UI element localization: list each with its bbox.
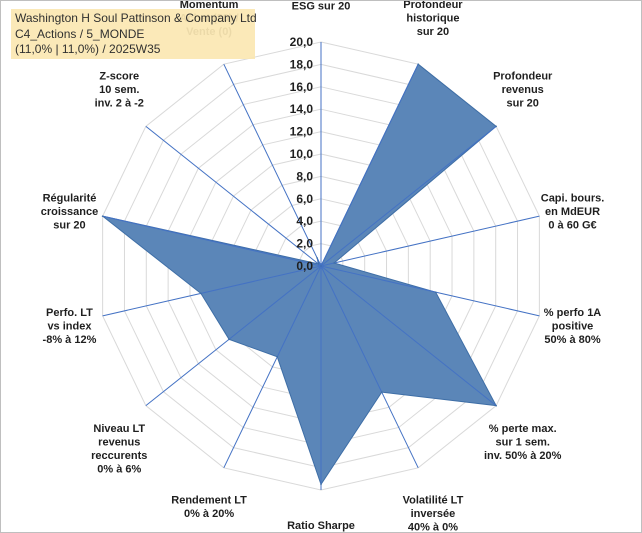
data-point: [495, 125, 497, 128]
axis-label: ESG sur 20: [292, 1, 351, 13]
tick-label: 2,0: [296, 237, 313, 251]
tick-label: 10,0: [290, 147, 314, 161]
axis-label: Régularité: [43, 192, 97, 204]
axis-label: sur 1 sem.: [496, 436, 550, 448]
tick-label: 0,0: [296, 259, 313, 273]
title-line-category: C4_Actions / 5_MONDE: [15, 26, 145, 41]
spoke-line: [223, 265, 322, 469]
data-point: [320, 483, 322, 486]
axis-label: 50% à 80%: [544, 334, 600, 346]
spoke-line: [102, 265, 322, 317]
axis-label: Niveau LT: [93, 423, 145, 435]
data-point: [380, 391, 383, 393]
spoke-line: [320, 265, 497, 407]
axis-label: Momentum: [180, 1, 239, 11]
axis-label: Ratio Sharpe: [287, 520, 355, 532]
axis-label: en MdEUR: [545, 206, 600, 218]
axis-label: reccurents: [91, 450, 147, 462]
data-point: [417, 63, 419, 65]
spoke-line: [320, 265, 540, 317]
axis-label: 10 sem.: [99, 84, 139, 96]
axis-label: vs index: [47, 321, 92, 333]
tick-label: 20,0: [290, 35, 314, 49]
axis-label: croissance: [41, 206, 98, 218]
tick-label: 18,0: [290, 57, 314, 71]
spoke-line: [223, 63, 322, 267]
axis-label: Perfo. LT: [46, 307, 93, 319]
axis-label: % perfo 1A: [544, 307, 602, 319]
data-point: [276, 356, 279, 358]
axis-label: historique: [406, 13, 459, 25]
tick-label: 16,0: [290, 80, 314, 94]
spoke-line: [145, 125, 322, 267]
tick-label: 6,0: [296, 192, 313, 206]
title-line-company: Washington H Soul Pattinson & Company Lt…: [15, 11, 257, 25]
data-point: [333, 262, 335, 264]
axis-label: Capi. bours.: [541, 192, 605, 204]
spoke-line: [320, 63, 419, 267]
axis-label: sur 20: [53, 219, 85, 231]
tick-label: 14,0: [290, 102, 314, 116]
data-point: [495, 404, 497, 407]
axis-label: revenus: [98, 436, 140, 448]
axis-label: 0% à 6%: [97, 463, 141, 475]
data-point: [228, 338, 230, 341]
data-point: [320, 265, 322, 267]
spoke-line: [320, 265, 419, 469]
spoke-line: [320, 215, 540, 267]
axis-label: -8% à 12%: [43, 334, 97, 346]
axis-label: inv. 2 à -2: [95, 98, 144, 110]
axis-label: % perte max.: [489, 423, 557, 435]
axis-label: Rendement LT: [171, 494, 247, 506]
axis-label: Profondeur: [493, 71, 553, 83]
axis-label: Volatilité LT: [403, 494, 464, 506]
axis-label: inv. 50% à 20%: [484, 450, 562, 462]
data-point: [316, 257, 318, 259]
axis-label: 40% à 0%: [408, 521, 458, 532]
data-point: [101, 215, 104, 217]
spoke-line: [145, 265, 322, 407]
title-line-period: (11,0% | 11,0%) / 2025W35: [15, 42, 161, 56]
spoke-line: [320, 125, 497, 267]
tick-label: 4,0: [296, 214, 313, 228]
axis-label: positive: [552, 321, 594, 333]
axis-label: 0% à 20%: [184, 508, 234, 520]
axis-label: 0 à 60 G€: [548, 219, 596, 231]
data-point: [317, 263, 320, 265]
axis-label: sur 20: [417, 26, 449, 38]
axis-label: Z-score: [99, 71, 139, 83]
axis-label: Profondeur: [403, 1, 463, 11]
axis-label: sur 20: [507, 98, 539, 110]
spoke-line: [102, 215, 322, 267]
tick-label: 8,0: [296, 169, 313, 183]
axis-label: revenus: [502, 84, 544, 96]
chart-title-box: Washington H Soul Pattinson & Company Lt…: [11, 9, 257, 59]
data-point: [434, 291, 437, 293]
axis-label: inversée: [411, 508, 456, 520]
tick-label: 12,0: [290, 125, 314, 139]
data-point: [200, 292, 202, 295]
